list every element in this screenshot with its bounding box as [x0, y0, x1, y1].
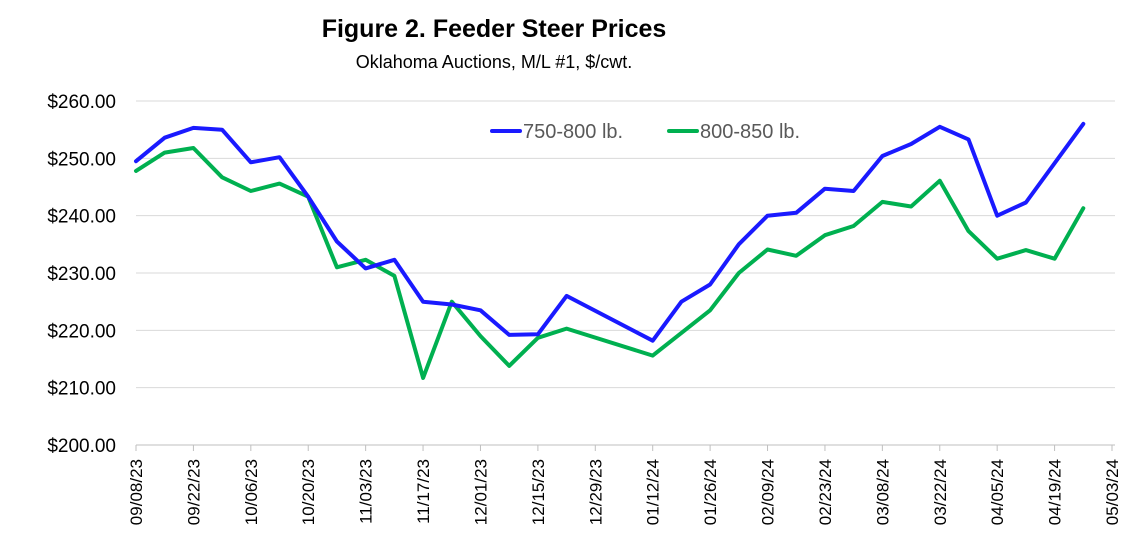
x-tick-label: 12/15/23: [529, 459, 548, 525]
x-tick-label: 02/09/24: [759, 459, 778, 525]
x-tick-label: 09/22/23: [184, 459, 203, 525]
x-tick-label: 12/01/23: [471, 459, 490, 525]
series-lines: [134, 121, 1086, 380]
x-tick-label: 02/23/24: [816, 459, 835, 525]
x-tick-label: 03/22/24: [931, 459, 950, 525]
series-line-800-850-lb: [134, 146, 1086, 380]
x-axis-tick-labels: 09/08/23 09/22/23 10/06/23 10/20/23 11/03/23…: [127, 459, 1122, 525]
x-axis: [135, 445, 1113, 451]
legend-label: 800-850 lb.: [700, 121, 800, 143]
x-tick-label: 09/08/23: [127, 459, 146, 525]
y-tick-label: $240.00: [47, 207, 116, 228]
x-tick-label: 01/12/24: [644, 459, 663, 525]
y-tick-label: $260.00: [47, 92, 116, 113]
series-line-750-800-lb: [134, 121, 1086, 343]
x-tick-label: 11/03/23: [357, 459, 376, 524]
y-tick-label: $210.00: [47, 379, 116, 400]
y-tick-label: $250.00: [47, 149, 116, 170]
x-tick-label: 01/26/24: [701, 459, 720, 525]
y-tick-label: $230.00: [47, 264, 116, 285]
x-tick-label: 12/29/23: [586, 459, 605, 525]
legend-label: 750-800 lb.: [523, 121, 623, 143]
y-tick-label: $220.00: [47, 321, 116, 342]
y-axis-tick-labels: $200.00 $210.00 $220.00 $230.00 $240.00 $250.…: [47, 92, 116, 457]
x-tick-label: 10/06/23: [242, 459, 261, 525]
y-tick-label: $200.00: [47, 436, 116, 457]
x-tick-label: 11/17/23: [414, 459, 433, 524]
x-tick-label: 04/19/24: [1046, 459, 1065, 525]
x-tick-label: 10/20/23: [299, 459, 318, 525]
gridlines: [136, 100, 1115, 446]
x-tick-label: 03/08/24: [873, 459, 892, 525]
x-tick-label: 04/05/24: [988, 459, 1007, 525]
x-tick-label: 05/03/24: [1103, 459, 1122, 525]
chart-title: Figure 2. Feeder Steer Prices: [322, 15, 667, 43]
legend: 750-800 lb. 800-850 lb.: [490, 121, 800, 143]
chart-subtitle: Oklahoma Auctions, M/L #1, $/cwt.: [356, 52, 632, 72]
